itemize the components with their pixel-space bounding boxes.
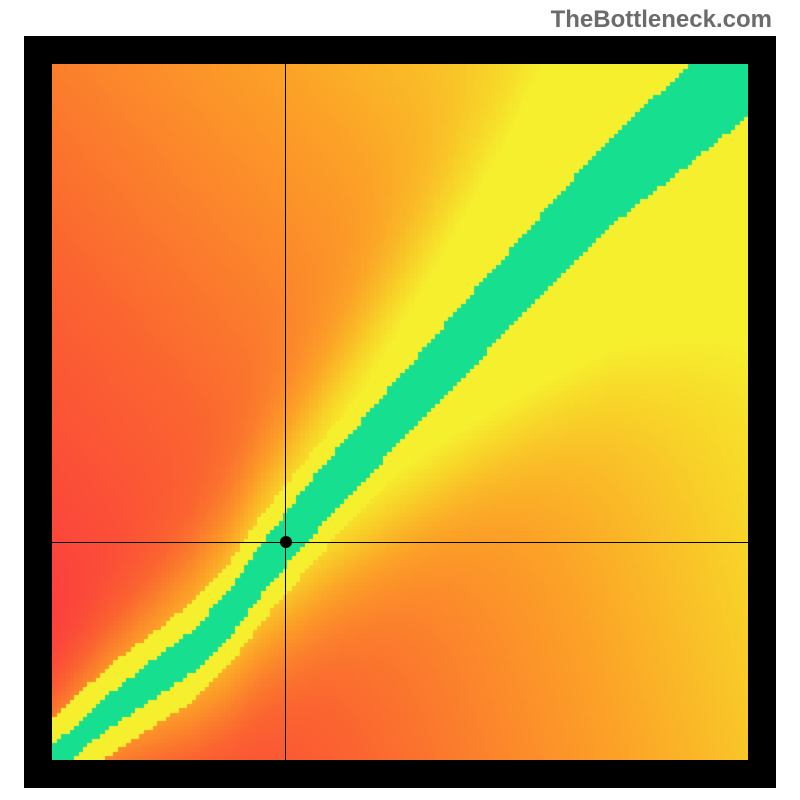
heatmap-canvas — [52, 64, 748, 760]
marker-dot — [280, 536, 292, 548]
attribution-label: TheBottleneck.com — [551, 6, 772, 34]
root: TheBottleneck.com — [0, 0, 800, 800]
crosshair-horizontal — [52, 542, 748, 543]
crosshair-vertical — [285, 64, 286, 760]
